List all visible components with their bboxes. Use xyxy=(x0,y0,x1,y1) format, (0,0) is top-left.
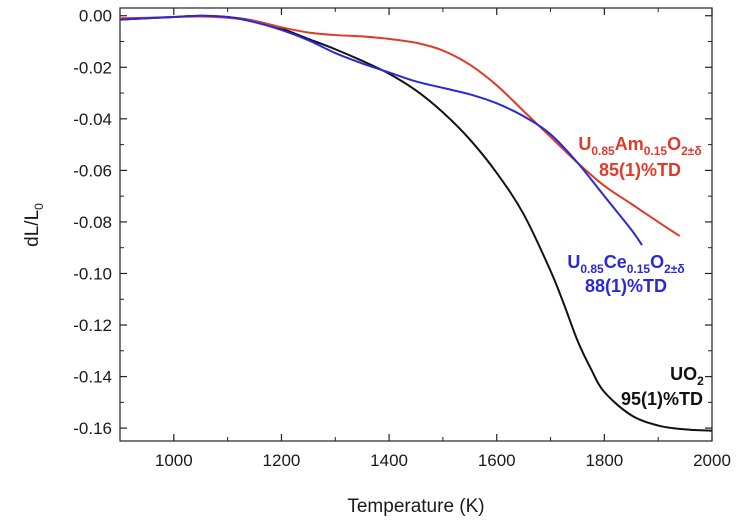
y-tick-label: -0.02 xyxy=(73,58,112,77)
x-axis-title: Temperature (K) xyxy=(347,496,484,517)
series-line-uo2 xyxy=(119,14,713,432)
y-axis-ticks: 0.00 -0.02 -0.04 -0.06 -0.08 -0.10 -0.12 -0.14 -… xyxy=(73,7,712,438)
series-line-uceo2 xyxy=(119,14,643,246)
x-tick-label: 1600 xyxy=(478,451,516,470)
x-tick-label: 1800 xyxy=(585,451,623,470)
y-axis-title-sub: 0 xyxy=(32,203,46,210)
series-line-uamo2 xyxy=(119,15,681,237)
y-axis-title-main: dL/L xyxy=(22,210,43,247)
annotation-u-ce-density: 88(1)%TD xyxy=(585,276,667,296)
x-axis-ticks: 1000 1200 1400 1600 1800 2000 xyxy=(119,8,731,470)
y-tick-label: 0.00 xyxy=(79,7,112,26)
annotation-u-am-formula: U0.85Am0.15O2±δ xyxy=(578,134,701,158)
y-tick-label: -0.12 xyxy=(73,316,112,335)
annotation-uo2-density: 95(1)%TD xyxy=(621,389,703,409)
plot-frame xyxy=(119,7,713,442)
y-tick-label: -0.10 xyxy=(73,264,112,283)
y-tick-label: -0.14 xyxy=(73,368,112,387)
annotation-u-am: U0.85Am0.15O2±δ 85(1)%TD xyxy=(578,134,701,180)
annotation-uo2: UO2 95(1)%TD xyxy=(621,364,704,409)
annotation-uo2-formula: UO2 xyxy=(670,364,704,388)
x-tick-label: 1000 xyxy=(155,451,193,470)
y-tick-label: -0.08 xyxy=(73,213,112,232)
annotation-u-am-density: 85(1)%TD xyxy=(599,160,681,180)
x-tick-label: 1400 xyxy=(370,451,408,470)
y-tick-label: -0.16 xyxy=(73,419,112,438)
x-tick-label: 1200 xyxy=(263,451,301,470)
x-tick-label: 2000 xyxy=(693,451,731,470)
annotation-u-ce-formula: U0.85Ce0.15O2±δ xyxy=(567,252,684,276)
y-tick-label: -0.04 xyxy=(73,110,112,129)
annotation-u-ce: U0.85Ce0.15O2±δ 88(1)%TD xyxy=(567,252,684,296)
y-axis-title: dL/L0 xyxy=(22,203,46,247)
y-tick-label: -0.06 xyxy=(73,161,112,180)
series-layer xyxy=(119,14,713,432)
